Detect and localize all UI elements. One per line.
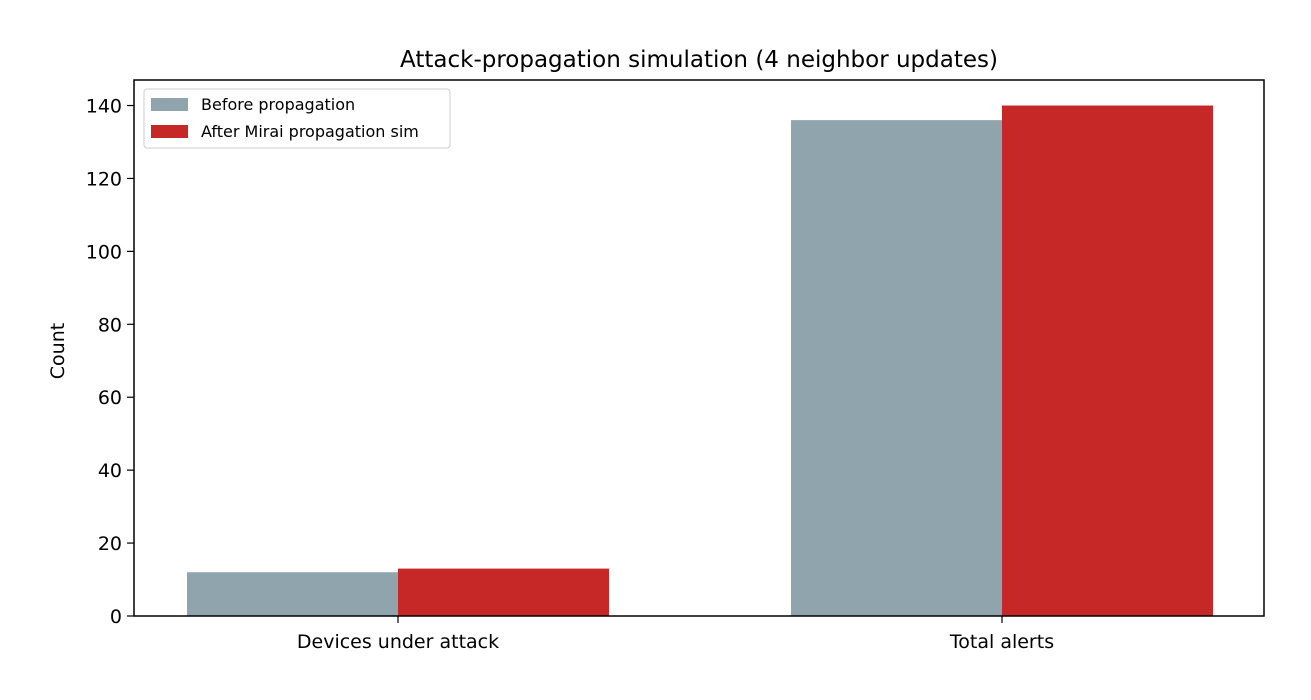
chart-title: Attack-propagation simulation (4 neighbo… (400, 47, 998, 73)
bar-1-1 (187, 572, 398, 616)
y-tick-label: 0 (110, 606, 122, 628)
y-tick-label: 140 (86, 96, 122, 118)
x-tick-label: Total alerts (949, 631, 1054, 653)
y-tick-label: 20 (98, 533, 122, 555)
legend-box (143, 88, 451, 149)
bar-1-2 (791, 120, 1002, 617)
legend-label: Before propagation (201, 95, 355, 114)
bar-2-2 (1002, 105, 1213, 617)
legend-label: After Mirai propagation sim (201, 122, 419, 141)
y-tick-label: 40 (98, 460, 122, 482)
legend: Before propagation After Mirai propagatio… (143, 88, 451, 149)
y-tick-label: 80 (98, 314, 122, 336)
y-tick-label: 120 (86, 168, 122, 190)
plot-area: Devices under attack Total alerts 0 20 40 60 8… (86, 79, 1265, 653)
legend-swatch (151, 98, 188, 111)
y-axis-label: Count (47, 323, 69, 379)
legend-swatch (151, 125, 188, 138)
plot-frame (133, 79, 1265, 617)
bar-2-1 (398, 568, 609, 616)
y-tick-label: 60 (98, 387, 122, 409)
x-tick-label: Devices under attack (297, 631, 499, 653)
y-tick-label: 100 (86, 241, 122, 263)
